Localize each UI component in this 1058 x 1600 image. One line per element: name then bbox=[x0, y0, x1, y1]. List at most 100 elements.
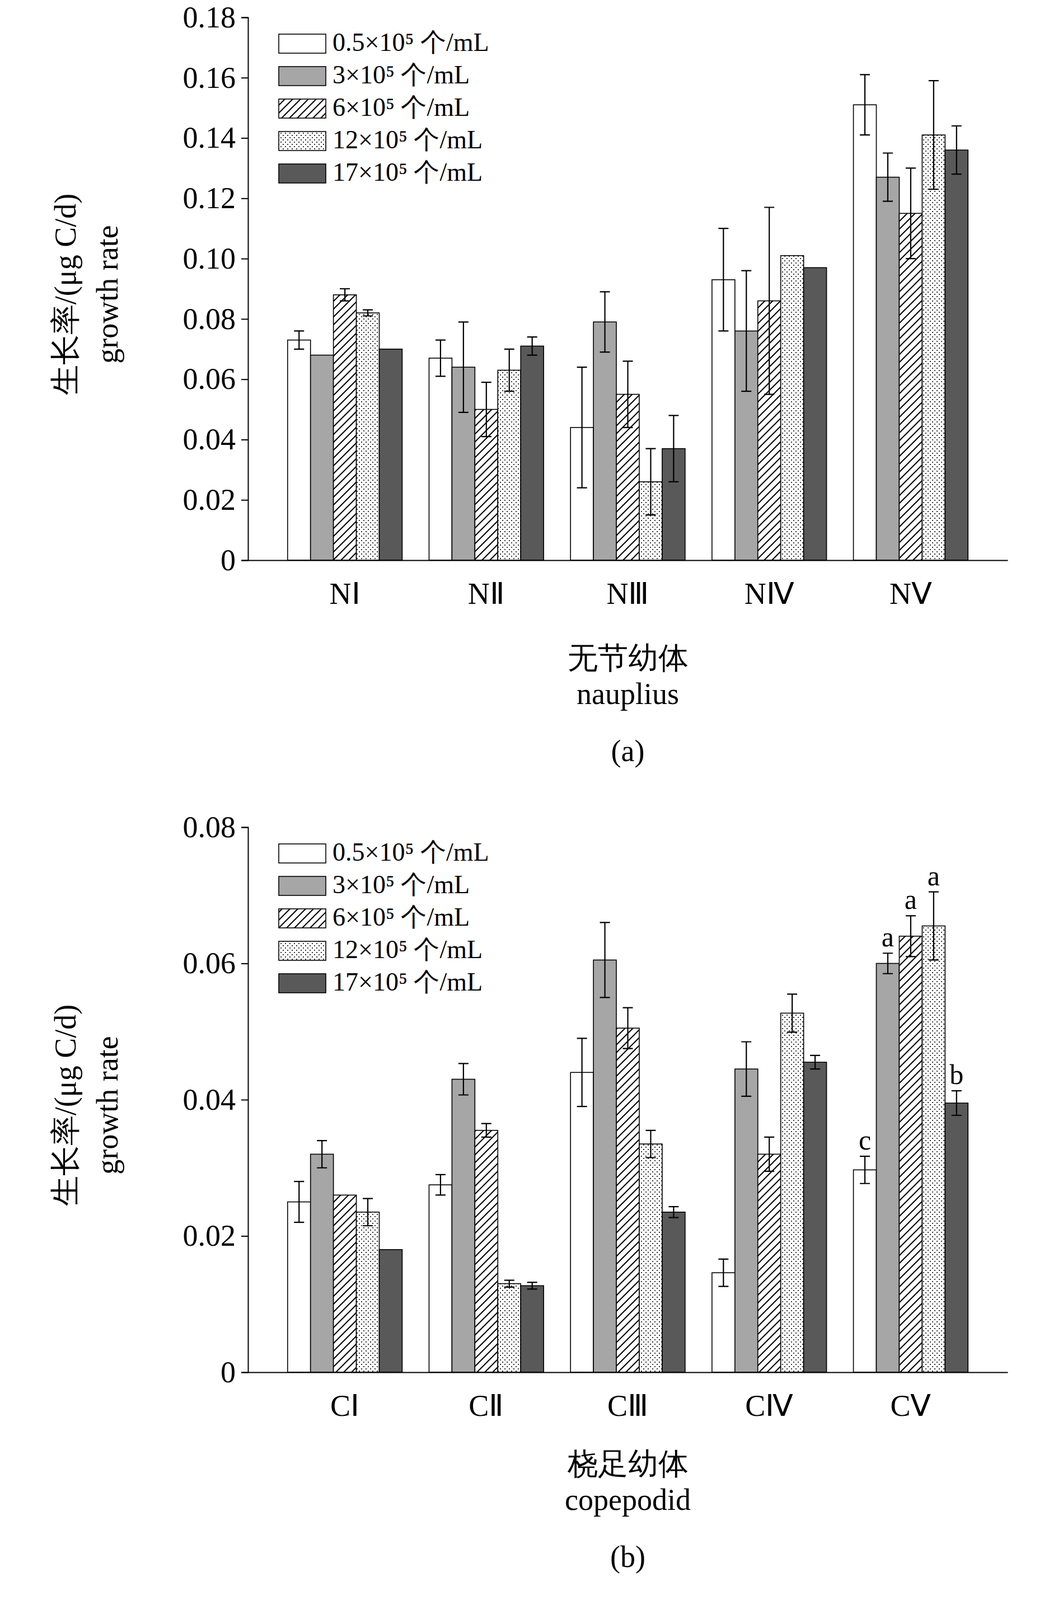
bar bbox=[944, 1103, 968, 1373]
x-title: 无节幼体 bbox=[567, 641, 689, 676]
error-bar bbox=[577, 1038, 588, 1107]
tick-label: CⅠ bbox=[330, 1389, 360, 1423]
bar bbox=[333, 1195, 357, 1373]
legend-swatch bbox=[278, 34, 326, 54]
tick-label: NⅤ bbox=[889, 577, 933, 611]
bar bbox=[451, 1079, 475, 1373]
bar bbox=[757, 1154, 781, 1373]
significance-letter: a bbox=[881, 921, 894, 953]
tick: NⅡ bbox=[467, 577, 505, 611]
y-axis: 00.020.040.060.080.100.120.140.160.18 bbox=[183, 0, 249, 578]
tick-label: NⅢ bbox=[606, 577, 650, 611]
error-bar bbox=[928, 80, 939, 190]
tick: 0.06 bbox=[183, 946, 249, 981]
y-title: growth rate bbox=[90, 1036, 125, 1175]
y-axis: 00.020.040.060.08 bbox=[183, 810, 249, 1390]
tick: 0.12 bbox=[183, 181, 249, 215]
tick: 0.10 bbox=[183, 241, 249, 276]
x-axis: NⅠ NⅡ NⅢ NⅣ NⅤ bbox=[248, 560, 1009, 612]
tick-label: CⅤ bbox=[890, 1389, 931, 1423]
error-bar bbox=[623, 361, 634, 428]
tick: 0 bbox=[220, 1355, 248, 1390]
bar bbox=[520, 345, 544, 561]
error-bar bbox=[645, 448, 656, 516]
series bbox=[287, 74, 877, 561]
error-bar bbox=[859, 74, 870, 135]
legend: 0.5×10⁵ 个/mL3×10⁵ 个/mL6×10⁵ 个/mL12×10⁵ 个… bbox=[278, 838, 490, 997]
error-bar bbox=[481, 1124, 492, 1138]
error-bar bbox=[504, 1280, 515, 1288]
panel-label: (b) bbox=[610, 1540, 646, 1575]
error-bar bbox=[481, 382, 492, 437]
tick: 0.02 bbox=[183, 1219, 249, 1253]
error-bar bbox=[527, 336, 538, 355]
bar bbox=[520, 1285, 544, 1373]
error-bar bbox=[577, 367, 588, 489]
series bbox=[333, 167, 923, 561]
tick: 0.18 bbox=[183, 0, 249, 35]
error-bar bbox=[339, 288, 350, 302]
bar bbox=[310, 355, 334, 561]
figure: 00.020.040.060.080.100.120.140.160.18NⅠN… bbox=[0, 0, 1058, 1600]
tick-mark bbox=[241, 258, 248, 260]
tick: CⅡ bbox=[468, 1389, 504, 1423]
tick: NⅠ bbox=[329, 577, 361, 611]
axis-line bbox=[248, 560, 1009, 562]
error-bar bbox=[645, 1130, 656, 1159]
tick-mark bbox=[241, 1236, 248, 1238]
tick: 0.08 bbox=[183, 302, 249, 336]
bar bbox=[921, 134, 945, 561]
series bbox=[379, 1055, 969, 1373]
bar bbox=[474, 1130, 498, 1373]
tick: 0.06 bbox=[183, 362, 249, 396]
axis-line bbox=[248, 1372, 1009, 1374]
legend-label: 17×10⁵ 个/mL bbox=[332, 157, 483, 187]
bar bbox=[944, 150, 968, 561]
legend-swatch bbox=[278, 941, 326, 961]
x-title: copepodid bbox=[564, 1483, 691, 1518]
tick-label: 0.08 bbox=[183, 810, 237, 845]
legend-swatch bbox=[278, 66, 326, 86]
tick-label: 0.16 bbox=[183, 61, 237, 95]
legend-swatch bbox=[278, 164, 326, 184]
significance-letter: a bbox=[927, 860, 940, 892]
error-bar bbox=[293, 1181, 304, 1223]
tick-label: NⅣ bbox=[744, 577, 795, 611]
legend-label: 6×10⁵ 个/mL bbox=[332, 902, 470, 932]
tick: 0.02 bbox=[183, 483, 249, 517]
error-bar bbox=[859, 1156, 870, 1184]
legend-swatch bbox=[278, 974, 326, 994]
tick-label: 0.10 bbox=[183, 241, 237, 276]
legend-label: 3×10⁵ 个/mL bbox=[332, 870, 470, 900]
plot-area bbox=[287, 892, 968, 1373]
legend-label: 12×10⁵ 个/mL bbox=[332, 125, 483, 154]
y-title: growth rate bbox=[90, 225, 125, 364]
error-bar bbox=[787, 994, 798, 1033]
legend-swatch bbox=[278, 99, 326, 119]
error-bar bbox=[668, 415, 679, 482]
significance-letter: c bbox=[858, 1124, 872, 1156]
tick-label: 0.08 bbox=[183, 302, 237, 336]
bar bbox=[593, 321, 617, 561]
tick-mark bbox=[241, 560, 248, 562]
error-bar bbox=[600, 291, 611, 353]
bar bbox=[712, 1272, 736, 1373]
tick-label: 0.02 bbox=[183, 483, 237, 517]
legend-label: 12×10⁵ 个/mL bbox=[332, 935, 483, 964]
error-bar bbox=[718, 1259, 729, 1287]
x-axis: CⅠCⅡCⅢCⅣCⅤ bbox=[248, 1373, 1009, 1424]
error-bar bbox=[951, 1091, 962, 1116]
tick-label: 0.02 bbox=[183, 1219, 237, 1253]
panel: caaab00.020.040.060.08CⅠCⅡCⅢCⅣCⅤ桡足幼体cope… bbox=[48, 810, 1009, 1575]
tick-label: NⅡ bbox=[467, 577, 505, 611]
tick: NⅣ bbox=[744, 577, 795, 611]
tick-label: 0.06 bbox=[183, 946, 237, 981]
legend-swatch bbox=[278, 909, 326, 929]
error-bar bbox=[741, 270, 752, 392]
series bbox=[310, 922, 900, 1373]
error-bar bbox=[458, 321, 469, 413]
tick-label: 0.04 bbox=[183, 422, 237, 457]
legend-label: 0.5×10⁵ 个/mL bbox=[332, 27, 490, 57]
error-bar bbox=[718, 228, 729, 331]
tick-label: 0.12 bbox=[183, 181, 237, 215]
